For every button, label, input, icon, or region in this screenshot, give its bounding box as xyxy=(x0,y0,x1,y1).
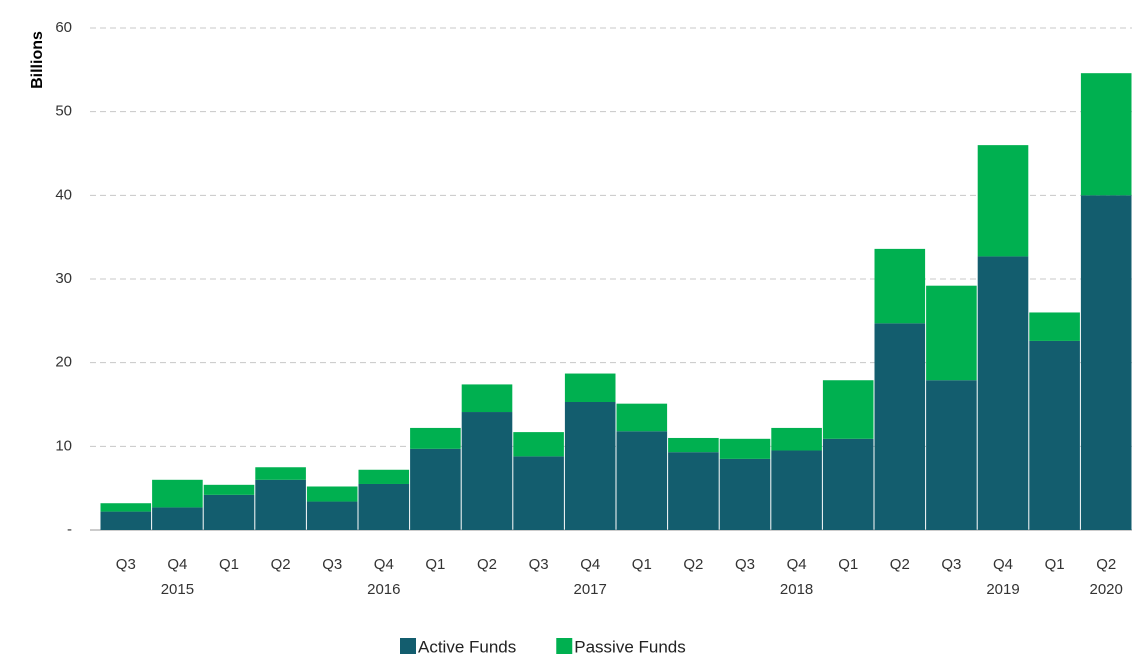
y-tick-label: 30 xyxy=(55,270,72,287)
bar-segment xyxy=(616,403,668,432)
y-tick-label: 20 xyxy=(55,354,72,371)
bar-segment xyxy=(926,380,977,530)
x-tick-label: Q2 xyxy=(271,556,291,573)
bar-segment xyxy=(771,427,822,451)
bar-segment xyxy=(358,483,410,530)
x-tick-label: Q2 xyxy=(683,556,703,573)
bar-segment xyxy=(874,323,926,530)
y-tick-label: 10 xyxy=(55,437,72,454)
y-axis-label: Billions xyxy=(29,31,46,89)
bar-segment xyxy=(100,511,152,530)
year-label: 2016 xyxy=(367,581,400,598)
bar-segment xyxy=(977,256,1029,530)
bar-segment xyxy=(564,401,616,530)
bar-segment xyxy=(306,486,358,502)
x-tick-label: Q1 xyxy=(632,556,652,573)
bar-segment xyxy=(513,456,564,530)
x-tick-label: Q1 xyxy=(1045,556,1065,573)
bar-segment xyxy=(719,458,771,530)
bar-segment xyxy=(410,448,461,530)
bar-segment xyxy=(822,380,874,439)
bar-segment xyxy=(1080,195,1132,531)
x-tick-label: Q1 xyxy=(838,556,858,573)
legend-swatch xyxy=(556,638,573,654)
x-tick-label: Q3 xyxy=(116,556,136,573)
x-tick-label: Q2 xyxy=(477,556,497,573)
bar-segment xyxy=(1080,73,1132,196)
bar-segment xyxy=(255,479,306,530)
y-tick-label: 40 xyxy=(55,186,72,203)
y-tick-label: - xyxy=(67,521,72,538)
x-tick-label: Q4 xyxy=(993,556,1013,573)
x-tick-label: Q1 xyxy=(219,556,239,573)
bar-segment xyxy=(203,484,255,495)
year-label: 2019 xyxy=(986,581,1019,598)
legend-label: Passive Funds xyxy=(574,637,686,656)
y-tick-label: 60 xyxy=(55,19,72,36)
bar-segment xyxy=(203,494,255,530)
legend-swatch xyxy=(400,638,416,654)
bar-segment xyxy=(719,438,771,459)
bar-segment xyxy=(1029,312,1080,341)
bar-segment xyxy=(461,384,513,413)
bar-segment xyxy=(358,469,410,484)
x-tick-label: Q3 xyxy=(529,556,549,573)
x-tick-label: Q4 xyxy=(787,556,807,573)
x-tick-label: Q4 xyxy=(374,556,394,573)
bar-segment xyxy=(977,145,1029,257)
bar-segment xyxy=(306,501,358,530)
bar-segment xyxy=(100,503,152,512)
bar-segment xyxy=(152,479,203,508)
bar-segment xyxy=(874,248,926,324)
bar-segment xyxy=(926,285,977,381)
bar-segment xyxy=(255,467,306,480)
x-tick-label: Q4 xyxy=(580,556,600,573)
bar-segment xyxy=(668,452,719,530)
x-tick-label: Q2 xyxy=(890,556,910,573)
x-tick-label: Q3 xyxy=(941,556,961,573)
bar-segment xyxy=(771,450,822,530)
bar-segment xyxy=(616,431,668,530)
year-label: 2015 xyxy=(161,581,194,598)
bar-segment xyxy=(668,437,719,453)
bar-segment xyxy=(410,427,461,449)
y-tick-label: 50 xyxy=(55,103,72,120)
x-tick-label: Q3 xyxy=(322,556,342,573)
year-label: 2020 xyxy=(1090,581,1123,598)
legend-label: Active Funds xyxy=(418,637,516,656)
bar-segment xyxy=(1029,340,1080,530)
bar-segment xyxy=(152,507,203,530)
bar-segment xyxy=(461,412,513,530)
year-label: 2017 xyxy=(574,581,607,598)
year-label: 2018 xyxy=(780,581,813,598)
x-tick-label: Q3 xyxy=(735,556,755,573)
bar-segment xyxy=(822,438,874,530)
bar-segment xyxy=(564,373,616,402)
x-tick-label: Q2 xyxy=(1096,556,1116,573)
x-tick-label: Q4 xyxy=(167,556,187,573)
bar-segment xyxy=(513,432,564,457)
x-tick-label: Q1 xyxy=(425,556,445,573)
